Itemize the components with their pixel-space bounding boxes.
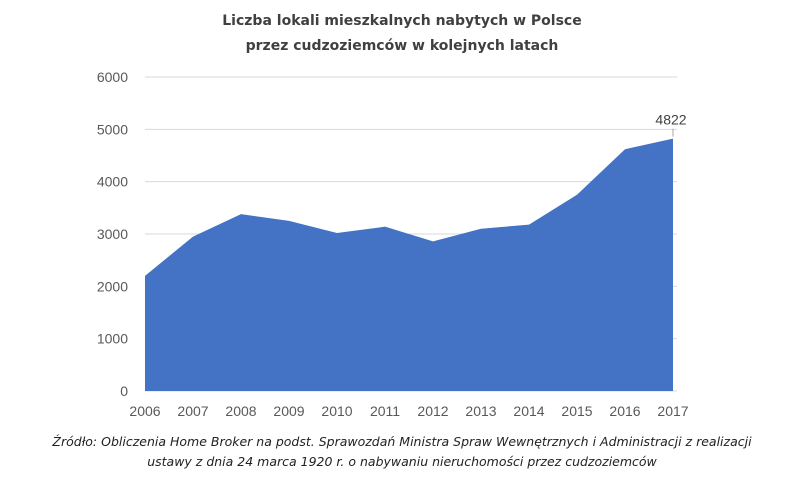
x-tick-label: 2010	[321, 403, 352, 419]
y-tick-label: 2000	[97, 278, 128, 294]
x-tick-label: 2017	[657, 403, 688, 419]
data-labels: 4822	[655, 112, 687, 137]
source-note-line-1: Źródło: Obliczenia Home Broker na podst.…	[51, 434, 752, 449]
chart-title-line-1: Liczba lokali mieszkalnych nabytych w Po…	[222, 13, 581, 29]
area-series	[145, 138, 673, 391]
x-axis-ticks: 2006 2007 2008 2009 2010 2011 2012 2013 2014 2015…	[129, 403, 688, 419]
y-tick-label: 5000	[97, 121, 128, 137]
x-tick-label: 2007	[177, 403, 208, 419]
x-tick-label: 2016	[609, 403, 640, 419]
y-tick-label: 0	[120, 383, 128, 399]
x-tick-label: 2009	[273, 403, 304, 419]
y-tick-label: 3000	[97, 226, 128, 242]
x-tick-label: 2014	[513, 403, 544, 419]
x-tick-label: 2011	[370, 403, 400, 419]
x-tick-label: 2013	[465, 403, 496, 419]
y-axis-ticks: 0 1000 2000 3000 4000 5000 6000	[97, 69, 128, 399]
source-note-line-2: ustawy z dnia 24 marca 1920 r. o nabywan…	[147, 454, 657, 469]
x-tick-label: 2008	[225, 403, 256, 419]
x-tick-label: 2006	[129, 403, 160, 419]
x-tick-label: 2015	[561, 403, 592, 419]
data-label-4822: 4822	[655, 112, 686, 128]
y-tick-label: 6000	[97, 69, 128, 85]
chart-title-line-2: przez cudzoziemców w kolejnych latach	[246, 38, 559, 54]
x-tick-label: 2012	[417, 403, 448, 419]
area-series-0	[145, 138, 673, 391]
y-tick-label: 1000	[97, 331, 128, 347]
y-tick-label: 4000	[97, 174, 128, 190]
